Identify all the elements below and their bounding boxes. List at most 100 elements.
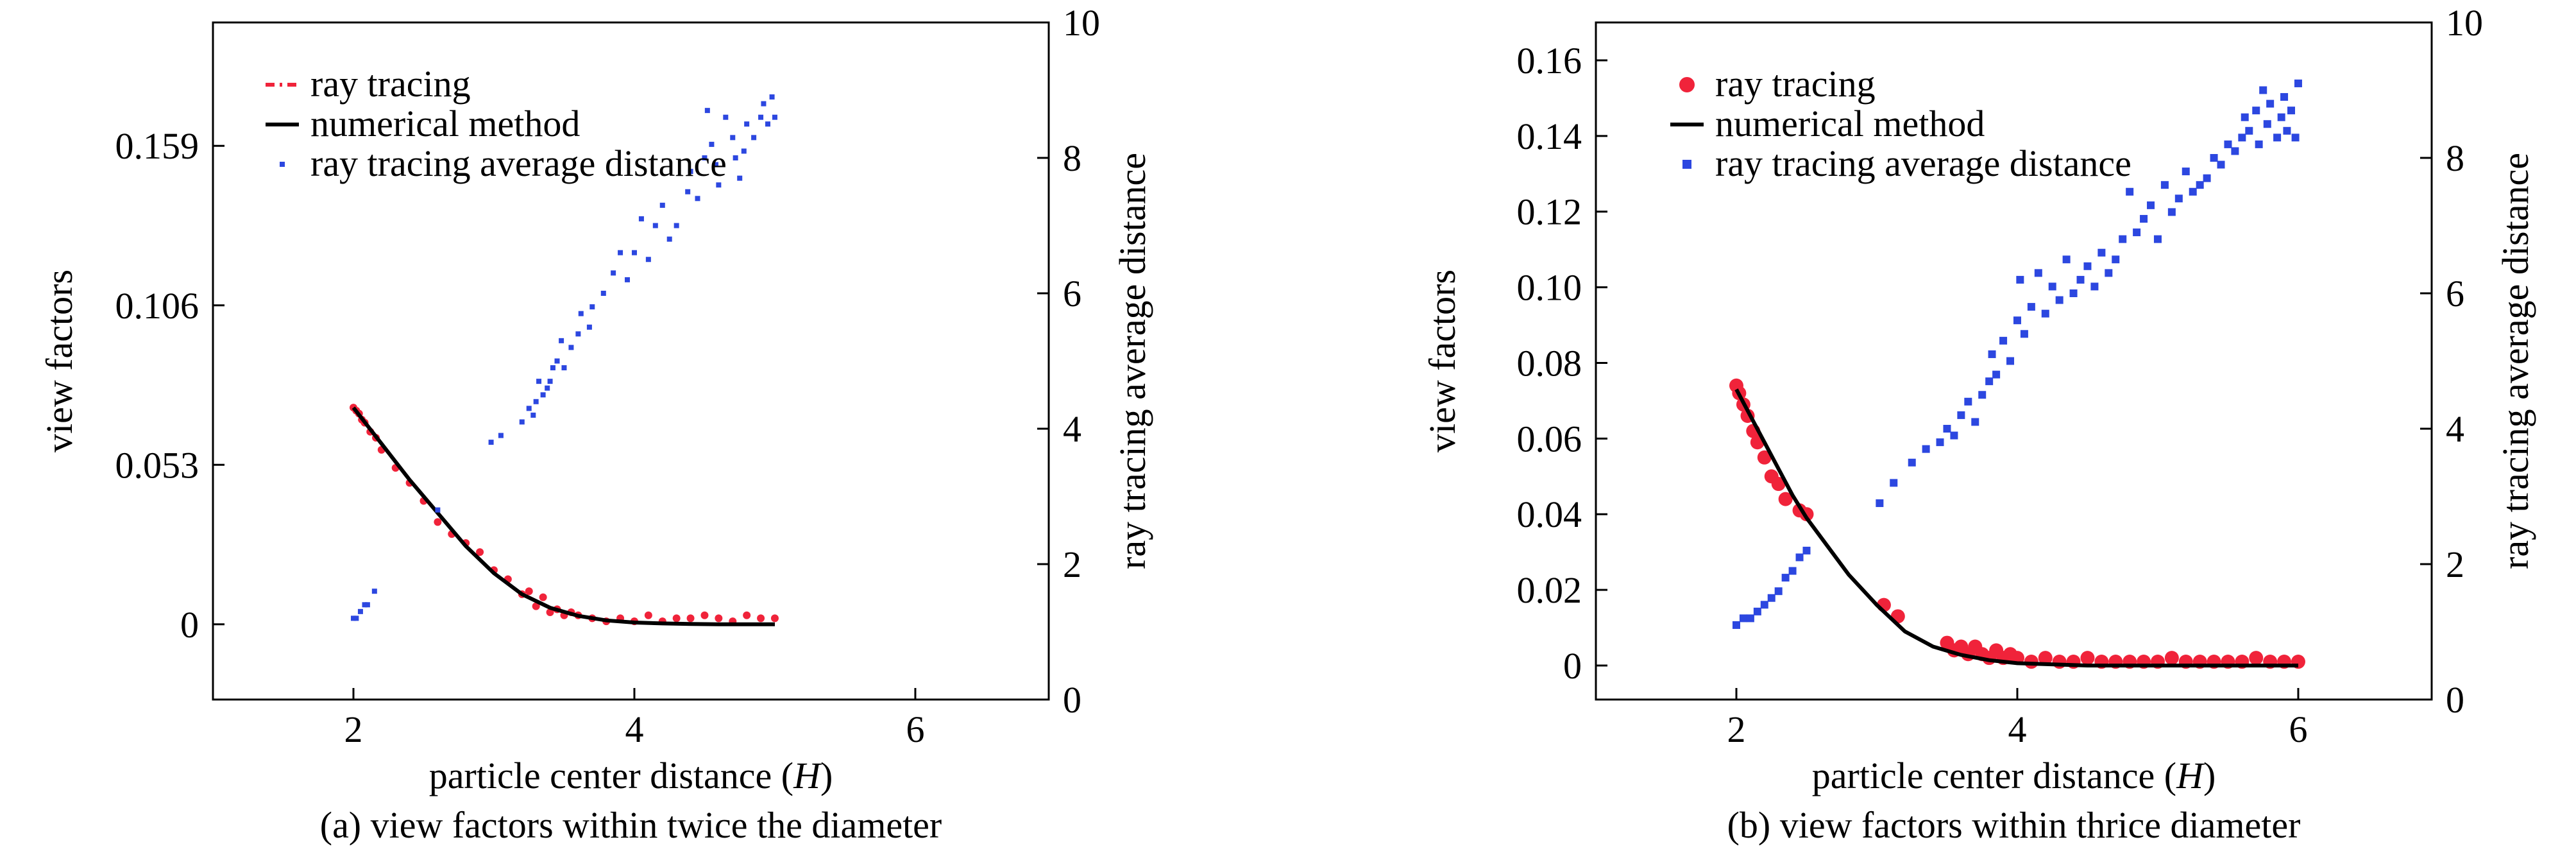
data-point — [1985, 377, 1994, 386]
y-left-tick-label: 0 — [1563, 645, 1582, 687]
data-point — [645, 257, 651, 262]
data-point — [1788, 567, 1797, 575]
y-left-axis-label: view factors — [38, 270, 80, 452]
legend-label: numerical method — [310, 103, 580, 144]
y-right-tick-label: 8 — [1063, 137, 1081, 179]
data-point — [362, 602, 368, 608]
data-point — [2076, 275, 2085, 284]
data-point — [1999, 336, 2008, 345]
data-point — [561, 365, 567, 371]
data-point — [666, 236, 672, 242]
data-point — [2224, 140, 2232, 148]
y-right-tick-label: 0 — [1063, 679, 1081, 721]
data-point — [2277, 113, 2285, 121]
data-point — [2263, 120, 2271, 128]
data-point — [540, 392, 546, 398]
y-right-tick-label: 6 — [1063, 273, 1081, 314]
data-point — [723, 114, 729, 120]
data-point — [2283, 126, 2291, 135]
data-point — [533, 399, 539, 404]
data-point — [2249, 651, 2264, 666]
data-point — [1890, 479, 1898, 487]
data-point — [2266, 99, 2275, 108]
data-point — [2016, 275, 2024, 284]
data-point — [737, 175, 743, 181]
data-point — [1757, 450, 1772, 465]
data-point — [546, 608, 554, 617]
legend-marker — [280, 162, 285, 167]
data-point — [1771, 477, 1786, 492]
x-tick-label: 6 — [2289, 709, 2307, 750]
data-point — [2133, 228, 2141, 237]
y-right-tick-label: 6 — [2446, 273, 2464, 314]
data-point — [1739, 614, 1747, 623]
data-point — [357, 608, 363, 614]
data-point — [625, 277, 631, 282]
figure-caption: (a) view factors within twice the diamet… — [320, 804, 942, 846]
data-point — [2241, 113, 2249, 121]
data-point — [371, 589, 377, 594]
data-point — [652, 223, 658, 228]
data-point — [559, 338, 564, 343]
y-left-tick-label: 0.10 — [1517, 267, 1582, 309]
data-point — [2287, 107, 2296, 115]
y-right-tick-label: 0 — [2446, 679, 2464, 721]
data-point — [700, 611, 709, 619]
data-point — [2160, 181, 2169, 189]
data-point — [1795, 553, 1804, 562]
data-point — [2097, 248, 2106, 257]
data-point — [715, 614, 723, 623]
data-point — [578, 311, 584, 316]
data-point — [547, 379, 553, 384]
data-point — [568, 345, 574, 350]
data-point — [2174, 194, 2183, 203]
data-point — [2238, 133, 2246, 142]
data-point — [364, 602, 370, 608]
data-point — [2167, 208, 2176, 216]
data-point — [1922, 445, 1930, 453]
data-point — [2153, 235, 2162, 243]
y-left-tick-label: 0.14 — [1517, 116, 1582, 157]
y-left-axis-label: view factors — [1421, 270, 1463, 452]
data-point — [589, 304, 595, 310]
data-point — [2231, 147, 2239, 155]
plot-frame — [212, 21, 1050, 701]
data-point — [550, 365, 555, 371]
data-point — [2210, 154, 2218, 162]
series-line — [352, 406, 775, 626]
data-point — [638, 216, 644, 221]
data-point — [704, 108, 710, 114]
data-point — [600, 291, 606, 296]
data-point — [2083, 262, 2092, 270]
data-point — [519, 419, 525, 425]
data-point — [765, 121, 771, 127]
data-point — [618, 250, 623, 255]
data-point — [2280, 93, 2289, 101]
data-point — [631, 250, 637, 255]
data-point — [488, 440, 494, 445]
data-point — [2182, 168, 2190, 176]
data-point — [672, 614, 681, 623]
y-left-tick-label: 0.12 — [1517, 191, 1582, 233]
data-point — [758, 114, 764, 120]
series-ray-tracing-average-distance — [350, 94, 777, 621]
y-right-tick-label: 2 — [1063, 544, 1081, 585]
data-point — [554, 358, 560, 364]
x-tick-label: 2 — [1727, 709, 1745, 750]
data-point — [1753, 607, 1761, 615]
data-point — [2006, 357, 2015, 365]
series-numerical-method — [352, 406, 775, 626]
data-point — [536, 379, 542, 384]
data-point — [434, 518, 442, 526]
data-point — [2119, 235, 2127, 243]
data-point — [2203, 174, 2211, 182]
data-point — [2196, 181, 2204, 189]
data-point — [1957, 411, 1965, 419]
data-point — [2291, 133, 2300, 142]
figure-caption: (b) view factors within thrice diameter — [1727, 804, 2301, 846]
data-point — [2126, 187, 2134, 196]
data-point — [1971, 418, 1979, 426]
data-point — [1992, 370, 2001, 379]
